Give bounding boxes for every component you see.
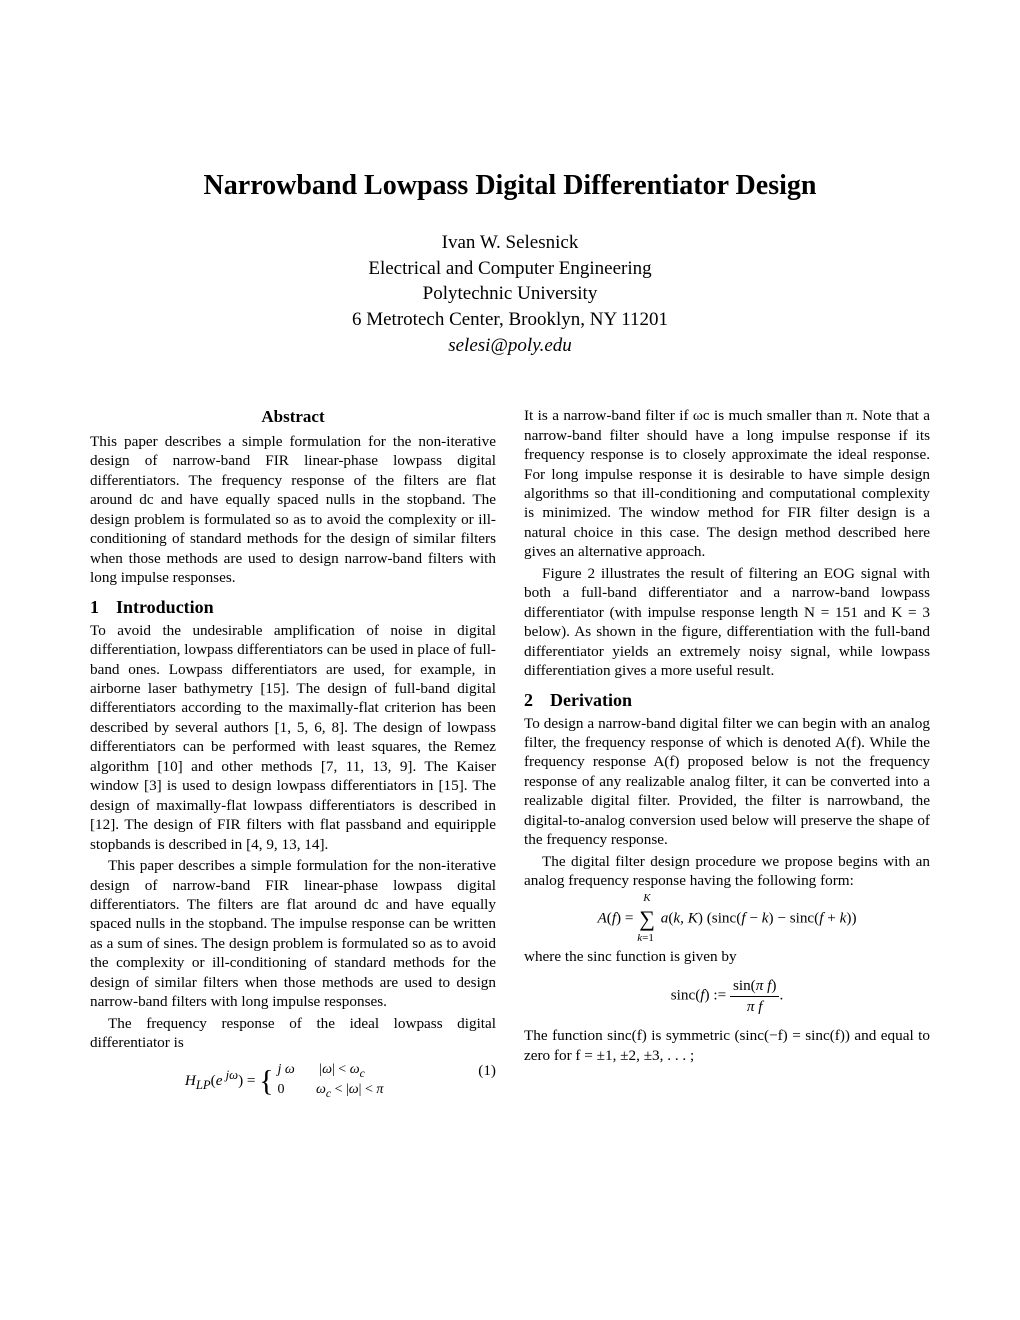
section-2-para-2: The digital filter design procedure we p… — [524, 852, 930, 891]
col2-para-2: Figure 2 illustrates the result of filte… — [524, 564, 930, 681]
paper-page: Narrowband Lowpass Digital Differentiato… — [0, 0, 1020, 1320]
paper-title: Narrowband Lowpass Digital Differentiato… — [90, 170, 930, 202]
equation-1-label: (1) — [478, 1061, 496, 1080]
section-2-para-3: where the sinc function is given by — [524, 947, 930, 966]
equation-sinc: sinc(f) := sin(π f) π f . — [524, 976, 930, 1016]
two-column-body: Abstract This paper describes a simple f… — [90, 406, 930, 1110]
section-2-para-4: The function sinc(f) is symmetric (sinc(… — [524, 1026, 930, 1065]
equation-A: A(f) = K ∑ k=1 a(k, K) (sinc(f − k) − si… — [524, 905, 930, 933]
author-addr: 6 Metrotech Center, Brooklyn, NY 11201 — [90, 307, 930, 333]
author-name: Ivan W. Selesnick — [90, 230, 930, 256]
section-2-num: 2 — [524, 689, 550, 712]
abstract-text: This paper describes a simple formulatio… — [90, 432, 496, 588]
section-1-num: 1 — [90, 596, 116, 619]
right-column: It is a narrow-band filter if ωc is much… — [524, 406, 930, 1110]
section-1-para-2: This paper describes a simple formulatio… — [90, 856, 496, 1012]
author-block: Ivan W. Selesnick Electrical and Compute… — [90, 230, 930, 358]
section-1-title: Introduction — [116, 597, 214, 617]
section-1-heading: 1Introduction — [90, 596, 496, 619]
section-1-para-3: The frequency response of the ideal lowp… — [90, 1014, 496, 1053]
author-email: selesi@poly.edu — [90, 333, 930, 359]
col2-para-1: It is a narrow-band filter if ωc is much… — [524, 406, 930, 562]
abstract-heading: Abstract — [90, 406, 496, 428]
section-2-title: Derivation — [550, 690, 632, 710]
left-column: Abstract This paper describes a simple f… — [90, 406, 496, 1110]
section-2-para-1: To design a narrow-band digital filter w… — [524, 714, 930, 850]
section-1-para-1: To avoid the undesirable amplification o… — [90, 621, 496, 854]
section-2-heading: 2Derivation — [524, 689, 930, 712]
author-univ: Polytechnic University — [90, 281, 930, 307]
equation-1: HLP(e jω) = { j ω |ω| < ωc 0 ωc < |ω| < … — [90, 1061, 496, 1102]
author-dept: Electrical and Computer Engineering — [90, 256, 930, 282]
